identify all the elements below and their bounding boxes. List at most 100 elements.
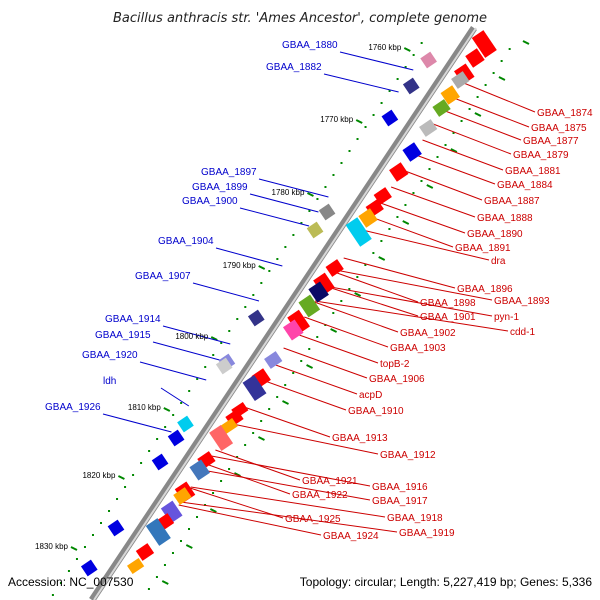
gene-dot — [268, 270, 271, 272]
gene-dot — [412, 192, 415, 194]
forward-gene-label: GBAA_1899 — [192, 182, 248, 193]
reverse-gene-label: cdd-1 — [510, 327, 535, 338]
reverse-gene-label: GBAA_1875 — [531, 123, 587, 134]
reverse-gene-label: GBAA_1893 — [494, 296, 550, 307]
gene-box — [465, 48, 485, 68]
kbp-tick — [498, 76, 506, 81]
topology-text: Topology: circular; Length: 5,227,419 bp… — [300, 575, 593, 589]
gene-box — [420, 51, 437, 69]
gene-box — [282, 319, 304, 341]
gene-dot — [252, 432, 255, 434]
gene-box — [440, 85, 460, 105]
gene-dot — [380, 102, 383, 104]
gene-box — [313, 272, 335, 296]
forward-gene-label: GBAA_1915 — [95, 330, 151, 341]
gene-dot — [252, 294, 255, 296]
scale-label: 1790 kbp — [223, 261, 256, 270]
gene-dot — [292, 234, 295, 236]
gene-dot — [108, 510, 111, 512]
gene-dot — [300, 360, 303, 362]
scale-label: 1830 kbp — [35, 542, 68, 551]
gene-dot — [171, 552, 174, 554]
kbp-tick — [258, 436, 265, 441]
gene-dot — [388, 228, 391, 230]
reverse-gene-label: pyn-1 — [494, 312, 519, 323]
forward-gene-label: GBAA_1907 — [135, 271, 191, 282]
leader-line — [402, 169, 483, 201]
gene-dot — [244, 306, 247, 308]
gene-dot — [396, 78, 399, 80]
leader-line — [412, 153, 496, 185]
gene-dot — [444, 144, 447, 146]
gene-dot — [140, 462, 143, 464]
gene-dot — [172, 414, 175, 416]
kbp-tick — [209, 508, 217, 513]
gene-dot — [196, 378, 199, 380]
gene-box — [381, 109, 399, 127]
reverse-gene-label: acpD — [359, 390, 382, 401]
scale-label: 1780 kbp — [272, 188, 305, 197]
leader-line — [451, 96, 530, 128]
gene-dot — [476, 96, 479, 98]
kbp-tick — [426, 184, 434, 189]
forward-gene-label: GBAA_1920 — [82, 350, 138, 361]
gene-box — [145, 518, 171, 546]
scale-label: 1800 kbp — [175, 332, 208, 341]
gene-box — [389, 162, 409, 182]
reverse-gene-label: GBAA_1910 — [348, 406, 404, 417]
gene-box — [306, 221, 324, 239]
reverse-gene-labels: GBAA_1874 GBAA_1875 GBAA_1877 GBAA_1879 GBAA… — [285, 108, 593, 542]
leader-line — [323, 73, 399, 93]
reverse-gene-label: GBAA_1891 — [455, 243, 511, 254]
reverse-gene-label: GBAA_1874 — [537, 108, 593, 119]
gene-dot — [396, 216, 399, 218]
gene-box — [173, 487, 192, 505]
kbp-tick — [378, 256, 386, 261]
gene-dot — [356, 138, 359, 140]
reverse-gene-label: GBAA_1896 — [457, 284, 513, 295]
gene-dots — [51, 42, 511, 596]
gene-box — [402, 77, 420, 95]
forward-gene-label: GBAA_1882 — [266, 62, 322, 73]
gene-dot — [236, 456, 239, 458]
gene-dot — [220, 342, 223, 344]
gene-dot — [372, 114, 375, 116]
gene-dot — [340, 162, 343, 164]
reverse-gene-label: GBAA_1890 — [467, 229, 523, 240]
gene-box — [167, 429, 185, 447]
leader-line — [239, 207, 310, 227]
leader-line — [190, 486, 386, 518]
gene-box — [177, 415, 194, 433]
kbp-tick — [307, 192, 314, 197]
gene-box — [358, 208, 378, 228]
gene-box — [471, 30, 497, 58]
reverse-gene-label: GBAA_1925 — [285, 514, 341, 525]
reverse-gene-label: GBAA_1918 — [387, 513, 443, 524]
leader-line — [370, 216, 454, 248]
forward-gene-label: GBAA_1897 — [201, 167, 257, 178]
reverse-gene-label: GBAA_1906 — [369, 374, 425, 385]
gene-dot — [380, 240, 383, 242]
gene-dot — [212, 354, 215, 356]
gene-dot — [116, 498, 119, 500]
leader-line — [335, 269, 493, 301]
gene-dot — [356, 276, 359, 278]
gene-box — [373, 187, 392, 205]
leader-line — [192, 282, 260, 302]
gene-box — [419, 119, 438, 137]
gene-dot — [428, 168, 431, 170]
gene-box — [215, 357, 233, 375]
scale-label: 1820 kbp — [82, 471, 115, 480]
gene-dot — [156, 438, 159, 440]
leader-line — [343, 257, 456, 289]
leader-line — [422, 139, 504, 171]
reverse-gene-label: GBAA_1924 — [323, 531, 379, 542]
kbp-tick — [402, 220, 410, 225]
accession-text: Accession: NC_007530 — [8, 575, 134, 589]
gene-dot — [179, 540, 182, 542]
kbp-tick — [70, 546, 78, 551]
gene-dot — [276, 258, 279, 260]
gene-dot — [436, 156, 439, 158]
reverse-gene-label: topB-2 — [380, 359, 410, 370]
gene-dot — [276, 396, 279, 398]
